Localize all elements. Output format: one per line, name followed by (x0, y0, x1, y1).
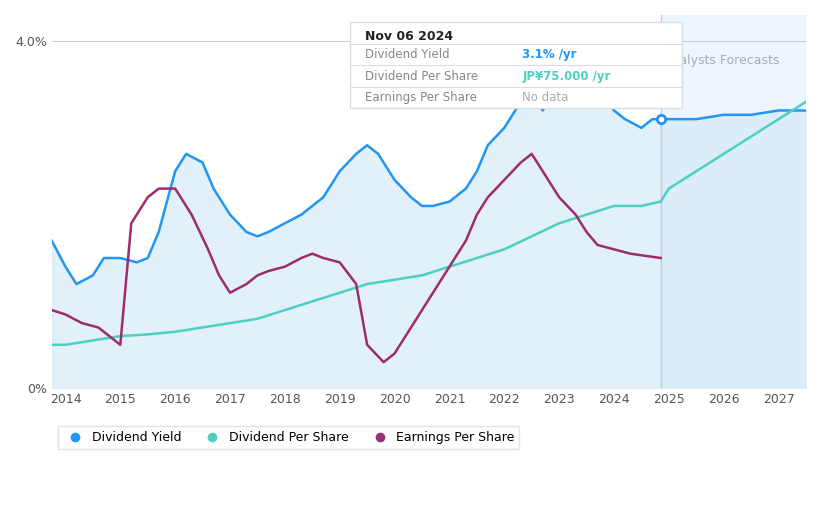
Legend: Dividend Yield, Dividend Per Share, Earnings Per Share: Dividend Yield, Dividend Per Share, Earn… (58, 426, 520, 449)
Text: JP¥75.000 /yr: JP¥75.000 /yr (522, 70, 611, 83)
Bar (661, 15, 806, 388)
Text: Analysts Forecasts: Analysts Forecasts (663, 54, 780, 67)
Text: Nov 06 2024: Nov 06 2024 (365, 30, 453, 43)
FancyBboxPatch shape (350, 22, 681, 108)
Text: Earnings Per Share: Earnings Per Share (365, 91, 477, 104)
Text: 3.1% /yr: 3.1% /yr (522, 48, 576, 61)
Text: Dividend Per Share: Dividend Per Share (365, 70, 478, 83)
Text: Past: Past (632, 54, 658, 67)
Text: Dividend Yield: Dividend Yield (365, 48, 449, 61)
Text: No data: No data (522, 91, 569, 104)
